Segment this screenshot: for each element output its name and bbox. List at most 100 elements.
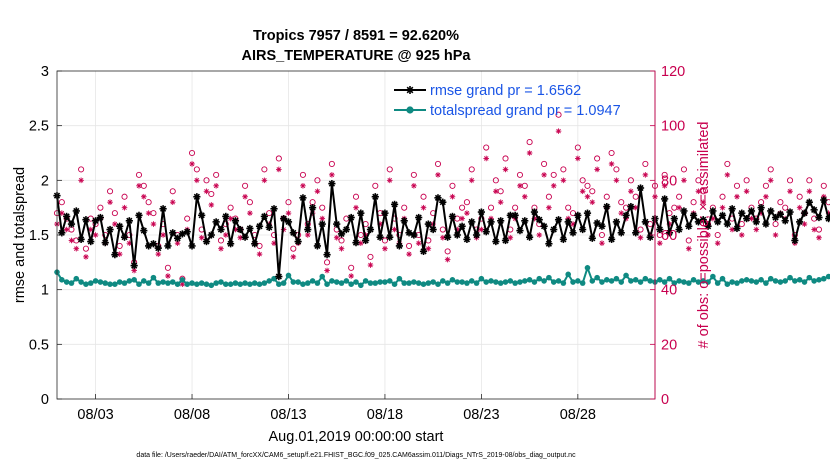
obs-assimilated-point-stroke xyxy=(797,205,802,210)
totalspread-point xyxy=(801,279,808,285)
rmse-point-stroke xyxy=(738,210,745,217)
totalspread-point xyxy=(304,280,311,286)
obs-assimilated-point xyxy=(218,245,224,252)
obs-assimilated-point-stroke xyxy=(64,227,69,232)
obs-assimilated-point-stroke xyxy=(479,227,484,232)
totalspread-point xyxy=(411,279,417,285)
rmse-point xyxy=(202,237,211,246)
totalspread-point xyxy=(362,278,369,284)
rmse-point-stroke xyxy=(348,214,355,221)
obs-assimilated-point xyxy=(560,177,567,184)
rmse-point xyxy=(521,217,529,225)
obs-assimilated-point xyxy=(290,254,297,260)
rmse-point-stroke xyxy=(782,217,789,224)
totalspread-point xyxy=(589,278,596,284)
rmse-point xyxy=(429,225,437,234)
obs-assimilated-point-stroke xyxy=(802,221,807,227)
obs-possible-point xyxy=(492,177,499,184)
obs-possible-point xyxy=(386,166,393,173)
rmse-point-stroke xyxy=(492,238,499,245)
obs-assimilated-point-stroke xyxy=(585,194,590,200)
rmse-point xyxy=(612,218,621,226)
rmse-point xyxy=(738,209,746,217)
obs-assimilated-point xyxy=(772,232,779,238)
obs-assimilated-point xyxy=(145,210,152,216)
rmse-point-stroke xyxy=(661,195,668,203)
obs-possible-point xyxy=(449,182,456,189)
obs-assimilated-point-stroke xyxy=(59,210,65,216)
obs-possible-point xyxy=(671,204,678,211)
totalspread-point xyxy=(758,277,764,283)
totalspread-point xyxy=(73,275,80,282)
rmse-point xyxy=(366,225,375,234)
obs-assimilated-point-stroke xyxy=(556,128,561,134)
rmse-point-stroke xyxy=(757,204,765,211)
obs-assimilated-point xyxy=(507,234,514,241)
totalspread-point xyxy=(358,282,364,289)
rmse-point-stroke xyxy=(632,229,639,236)
rmse-point xyxy=(670,215,678,223)
totalspread-point xyxy=(493,279,499,285)
rmse-point xyxy=(72,207,80,215)
obs-assimilated-point xyxy=(521,193,528,200)
rmse-point-stroke xyxy=(401,217,408,224)
rmse-point-stroke xyxy=(391,201,398,208)
obs-assimilated-point-stroke xyxy=(469,178,475,183)
obs-assimilated-point xyxy=(681,177,687,184)
rmse-point-stroke xyxy=(733,225,741,232)
obs-possible-point xyxy=(434,160,442,167)
rmse-point-stroke xyxy=(666,229,673,236)
rmse-point xyxy=(477,208,485,216)
obs-possible-point xyxy=(324,259,331,266)
rmse-point-stroke xyxy=(73,207,80,215)
obs-assimilated-point xyxy=(637,234,644,241)
rmse-point xyxy=(313,242,322,250)
totalspread-point xyxy=(141,278,147,284)
x-tick-label: 08/03 xyxy=(77,407,113,423)
rmse-point xyxy=(453,231,461,239)
obs-assimilated-point-stroke xyxy=(107,199,113,205)
obs-assimilated-point-stroke xyxy=(348,273,354,279)
rmse-point-stroke xyxy=(685,223,692,230)
totalspread-point xyxy=(468,278,475,284)
totalspread-point xyxy=(266,278,272,284)
obs-assimilated-point-stroke xyxy=(657,240,663,246)
obs-assimilated-point-stroke xyxy=(170,199,176,205)
obs-assimilated-point-stroke xyxy=(339,246,344,251)
rmse-point-stroke xyxy=(458,223,466,230)
rmse-point-stroke xyxy=(386,234,393,241)
totalspread-point xyxy=(63,279,70,285)
x-tick-label: 08/08 xyxy=(174,407,210,423)
totalspread-point xyxy=(401,280,408,286)
obs-possible-point xyxy=(815,226,823,233)
rmse-point xyxy=(506,211,514,219)
totalspread-point xyxy=(377,279,383,285)
obs-assimilated-point-stroke xyxy=(141,194,147,200)
totalspread-point xyxy=(459,279,465,285)
obs-assimilated-point-stroke xyxy=(450,194,455,200)
rmse-point xyxy=(607,235,616,243)
obs-assimilated-point-stroke xyxy=(204,188,209,194)
rmse-point xyxy=(154,244,162,252)
obs-assimilated-point-stroke xyxy=(329,172,335,178)
rmse-point-stroke xyxy=(483,228,490,235)
y-axis-label: rmse and totalspread xyxy=(12,167,28,303)
rmse-point xyxy=(641,218,649,226)
obs-assimilated-point-stroke xyxy=(744,188,749,194)
obs-assimilated-point xyxy=(502,166,509,173)
chart-title: Tropics 7957 / 8591 = 92.620% xyxy=(253,28,459,44)
rmse-point xyxy=(140,227,148,235)
totalspread-point xyxy=(550,279,557,285)
totalspread-point xyxy=(565,271,571,278)
y-tick-label: 1 xyxy=(41,283,49,299)
obs-assimilated-point-stroke xyxy=(662,183,667,189)
chart-subtitle: AIRS_TEMPERATURE @ 925 hPa xyxy=(241,48,471,64)
totalspread-point xyxy=(145,280,152,286)
rmse-point xyxy=(598,222,606,230)
obs-possible-point xyxy=(328,160,335,167)
rmse-point xyxy=(492,237,500,246)
obs-assimilated-point xyxy=(811,226,817,233)
totalspread-point xyxy=(681,279,687,285)
rmse-point xyxy=(757,204,765,212)
obs-assimilated-point-stroke xyxy=(421,205,426,210)
